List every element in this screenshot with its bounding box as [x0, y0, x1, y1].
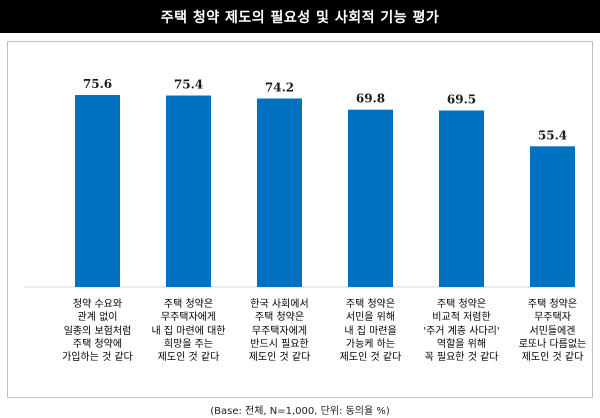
value-label-4: 69.8 — [356, 92, 385, 106]
bar-5 — [439, 110, 484, 287]
value-label-5: 69.5 — [447, 93, 476, 107]
bar-3 — [257, 98, 302, 287]
bar-1 — [75, 95, 120, 287]
category-label-5: 주택 청약은 비교적 저렴한 '주거 계층 사다리' 역할을 위해 꼭 필요한 … — [423, 299, 500, 364]
category-label-4: 주택 청약은 서민을 위해 내 집 마련을 가능케 하는 제도인 것 같다 — [339, 299, 402, 364]
base-note: (Base: 전체, N=1,000, 단위: 동의율 %) — [210, 406, 390, 417]
bar-2 — [166, 95, 211, 287]
value-label-3: 74.2 — [265, 81, 294, 95]
category-label-1: 청약 수요와 관계 없이 일종의 보험처럼 주택 청약에 가입하는 것 같다 — [62, 299, 133, 364]
value-label-6: 55.4 — [538, 128, 567, 142]
category-label-6: 주택 청약은 무주택자 서민들에겐 로또나 다름없는 제도인 것 같다 — [518, 299, 587, 364]
chart-title: 주택 청약 제도의 필요성 및 사회적 기능 평가 — [0, 0, 600, 33]
value-label-1: 75.6 — [83, 77, 112, 91]
value-label-2: 75.4 — [174, 78, 203, 92]
plot-frame — [7, 41, 593, 398]
bar-6 — [530, 146, 575, 287]
category-label-2: 주택 청약은 무주택자에게 내 집 마련에 대한 희망을 주는 제도인 것 같다 — [151, 299, 226, 364]
bar-4 — [348, 109, 393, 287]
category-label-3: 한국 사회에서 주택 청약은 무주택자에게 반드시 필요한 제도인 것 같다 — [248, 299, 311, 364]
